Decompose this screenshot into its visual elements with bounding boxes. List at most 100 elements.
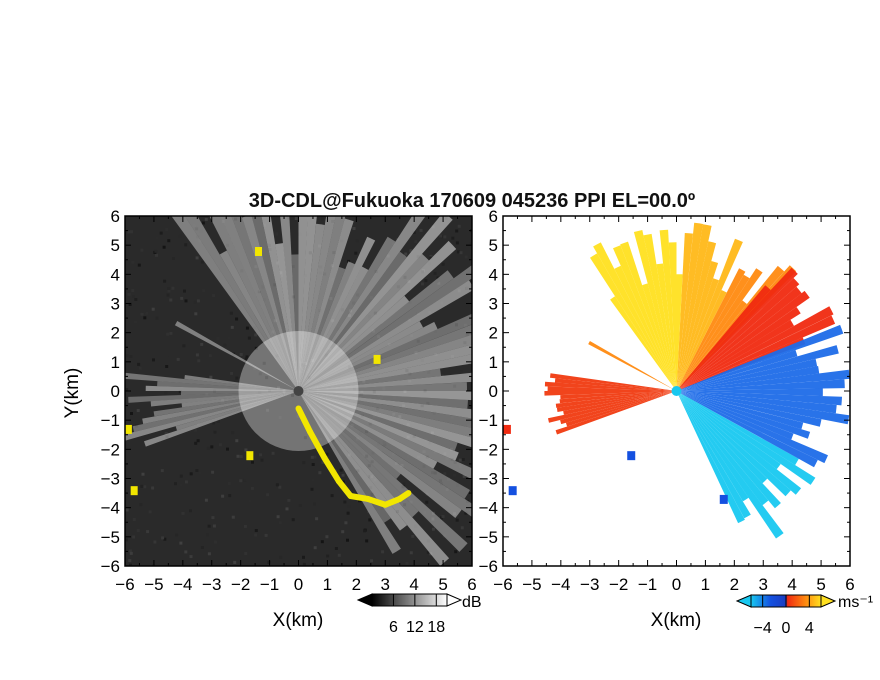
signal-beam [298,261,355,391]
noise-pixel [134,320,137,324]
noise-pixel [184,299,188,303]
signal-beam [298,240,457,391]
noise-pixel [184,550,188,554]
noise-pixel [271,451,275,455]
x-tick-label: −2 [609,575,628,594]
noise-pixel [179,541,183,545]
y-tick-label: 4 [111,265,120,284]
noise-pixel [277,386,280,390]
noise-pixel [138,366,142,370]
noise-pixel [129,551,133,555]
clutter-patch [130,486,138,496]
x-tick-label: 4 [409,575,418,594]
noise-pixel [194,312,198,316]
noise-pixel [209,375,213,379]
velocity-beam [643,233,677,391]
y-tick-label: 0 [111,382,120,401]
y-tick-label: −1 [479,411,498,430]
signal-beam [171,216,299,391]
signal-beam [184,375,299,391]
right-colorbar: −4 0 4 ms⁻¹ [735,594,873,637]
noise-pixel [226,447,229,451]
signal-beam [298,368,441,391]
noise-pixel [275,232,279,236]
noise-pixel [223,343,227,347]
noise-pixel [162,245,166,249]
noise-pixel [302,562,306,566]
noise-pixel [179,474,183,478]
noise-pixel [313,502,316,506]
y-tick-label: 5 [111,236,120,255]
colorbar-tick-label: 4 [805,620,814,637]
colorbar-tick-label: 6 [389,619,398,636]
signal-beam [275,243,299,391]
clutter-segment [307,428,328,462]
velocity-beam [676,337,806,391]
noise-pixel [302,555,305,559]
velocity-beam [676,315,836,391]
noise-pixel [174,482,177,486]
noise-pixel [169,331,173,335]
noise-pixel [294,217,298,220]
noise-pixel [239,479,243,483]
noise-pixel [181,511,185,515]
x-tick-label: 0 [672,575,681,594]
noise-pixel [381,550,385,554]
velocity-beam [676,391,791,497]
noise-pixel [276,515,280,519]
radar-center [671,386,682,396]
signal-beam [298,321,424,391]
velocity-beam [560,391,677,425]
y-tick-label: 0 [489,382,498,401]
noise-pixel [154,249,158,253]
velocity-beam [676,391,799,466]
signal-beam [298,391,472,518]
noise-pixel [411,534,415,538]
noise-pixel [443,235,447,239]
velocity-beam [676,391,828,464]
noise-pixel [402,482,406,486]
noise-pixel [204,217,208,221]
x-tick-label: 3 [759,575,768,594]
noise-pixel [213,430,217,434]
noise-pixel [145,311,149,315]
noise-pixel [131,289,135,292]
noise-pixel [287,498,291,502]
signal-beam [298,236,396,391]
noise-pixel [310,487,314,491]
noise-pixel [208,354,212,358]
left-colorbar-high-triangle [446,593,463,607]
signal-beam [219,250,299,391]
noise-pixel [193,300,197,304]
signal-beam [298,391,459,461]
noise-pixel [429,256,433,260]
noise-pixel [245,326,249,330]
velocity-beam [614,265,677,391]
noise-pixel [196,439,200,443]
x-tick-label: −5 [144,575,163,594]
clutter-patch [246,451,254,461]
signal-beam [298,391,401,479]
x-tick-label: −4 [173,575,192,594]
signal-beam [125,372,299,391]
noise-pixel [130,230,133,234]
noise-pixel [132,295,136,299]
noise-pixel [298,504,302,507]
velocity-beam [676,286,802,391]
velocity-beam [556,391,677,412]
velocity-beam [676,224,712,391]
signal-beam [298,253,429,391]
velocity-beam [563,391,677,415]
y-tick-label: 6 [111,207,120,226]
velocity-beam [676,238,743,391]
noise-pixel [155,316,159,320]
noise-pixel [178,234,182,238]
velocity-beam [676,358,818,391]
signal-beam [150,391,299,407]
noise-pixel [204,498,208,502]
noise-pixel [443,472,447,476]
velocity-beam [676,391,802,495]
x-tick-label: −5 [522,575,541,594]
noise-pixel [228,494,232,498]
